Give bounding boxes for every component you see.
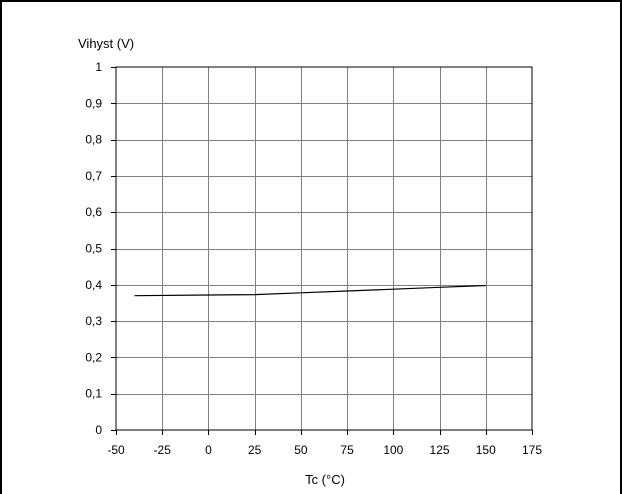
- y-tick-labels: 0 0,1 0,2 0,3 0,4 0,5 0,6 0,7 0,8 0,9 1: [85, 60, 102, 437]
- y-tick-label: 0,5: [85, 242, 102, 256]
- x-tick-label: 25: [248, 443, 262, 457]
- x-tick-labels: -50 -25 0 25 50 75 100 125 150 175: [107, 443, 542, 457]
- x-tick-label: 125: [430, 443, 450, 457]
- x-tick-label: 0: [205, 443, 212, 457]
- x-tick-label: 150: [476, 443, 496, 457]
- series-layer: [134, 284, 486, 297]
- y-axis-title: Vihyst (V): [78, 36, 134, 51]
- y-tick-label: 0,1: [85, 387, 102, 401]
- y-tick-label: 0,7: [85, 169, 102, 183]
- x-tick-label: -25: [154, 443, 172, 457]
- x-tick-label: 75: [340, 443, 354, 457]
- y-tick-label: 1: [95, 60, 102, 74]
- plot-area: [115, 66, 533, 431]
- x-tick-label: 175: [522, 443, 542, 457]
- y-tick-label: 0,6: [85, 205, 102, 219]
- x-axis-title: Tc (°C): [305, 472, 345, 487]
- y-tick-label: 0,3: [85, 314, 102, 328]
- x-tick-label: 50: [294, 443, 308, 457]
- axis-ticks: [111, 67, 533, 435]
- y-tick-label: 0,9: [85, 96, 102, 110]
- x-tick-label: 100: [383, 443, 403, 457]
- y-tick-label: 0,2: [85, 350, 102, 364]
- x-tick-label: -50: [107, 443, 125, 457]
- y-tick-label: 0: [95, 423, 102, 437]
- y-tick-label: 0,4: [85, 278, 102, 292]
- series-line: [134, 284, 486, 297]
- y-tick-label: 0,8: [85, 133, 102, 147]
- gridlines: [116, 67, 532, 430]
